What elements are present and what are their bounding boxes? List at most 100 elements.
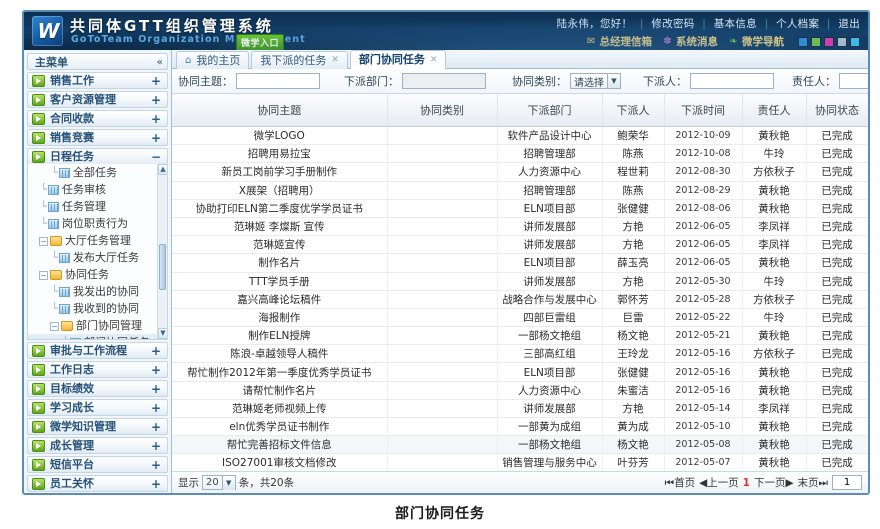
select-category[interactable]: 请选择 ▼	[570, 73, 621, 89]
prev-page-button[interactable]: ◀上一页	[699, 477, 739, 489]
tab-my-homepage[interactable]: ⌂ 我的主页	[176, 51, 250, 69]
chevron-double-left-icon[interactable]: «	[156, 57, 163, 68]
sidebar-group-contract[interactable]: 合同收款 +	[27, 110, 168, 127]
last-page-button[interactable]: 末页⏭	[797, 477, 828, 489]
sidebar-tree-item[interactable]: − 部门协同管理	[28, 317, 167, 334]
sidebar-group-sales[interactable]: 销售工作 +	[27, 72, 168, 89]
search-input-subject[interactable]	[236, 73, 320, 89]
sidebar-tree-item[interactable]: └ 任务管理	[28, 198, 167, 215]
theme-swatch[interactable]	[850, 36, 860, 47]
close-icon[interactable]: ✕	[429, 55, 438, 65]
sidebar-group[interactable]: 微学知识管理 +	[27, 418, 168, 435]
expand-toggle-icon[interactable]: +	[150, 344, 161, 358]
quick-link-weixue-nav[interactable]: ❧ 微学导航	[728, 34, 784, 49]
expand-toggle-icon[interactable]: +	[150, 363, 161, 377]
first-page-button[interactable]: ⏮首页	[664, 477, 696, 489]
theme-swatch[interactable]	[798, 36, 808, 47]
logout-link[interactable]: 退出	[838, 18, 860, 30]
sidebar-tree-item[interactable]: └ 全部任务	[28, 164, 167, 181]
sidebar-tree-item[interactable]: └ 我收到的协同	[28, 300, 167, 317]
collapse-toggle-icon[interactable]: −	[150, 150, 161, 164]
sidebar-group-customer[interactable]: 客户资源管理 +	[27, 91, 168, 108]
tree-collapse-icon[interactable]: −	[39, 270, 48, 280]
expand-toggle-icon[interactable]: +	[150, 458, 161, 472]
scrollbar-thumb[interactable]	[159, 244, 166, 290]
sidebar-group[interactable]: 工作日志 +	[27, 361, 168, 378]
expand-toggle-icon[interactable]: +	[150, 439, 161, 453]
table-row[interactable]: 协助打印ELN第二季度优学学员证书 ELN项目部 张健健 2012-08-06 黄秋艳已…	[172, 199, 868, 218]
quick-link-mailbox[interactable]: ✉ 总经理信箱	[586, 34, 652, 49]
sidebar-tree-item[interactable]: └ 任务审核	[28, 181, 167, 198]
scroll-up-icon[interactable]: ▲	[158, 164, 167, 175]
search-input-department[interactable]	[402, 73, 486, 89]
tab-department-collab-tasks[interactable]: 部门协同任务 ✕	[349, 50, 447, 69]
tree-collapse-icon[interactable]: −	[50, 321, 59, 331]
sidebar-group-schedule-task[interactable]: 日程任务 −	[27, 148, 168, 165]
sidebar-group[interactable]: 应用统计分析+	[27, 494, 168, 495]
theme-swatch[interactable]	[837, 36, 847, 47]
sidebar-group[interactable]: 学习成长 +	[27, 399, 168, 416]
table-row[interactable]: ISO27001审核文档修改 销售管理与服务中心 叶芬芳 2012-05-07 黄秋艳已…	[172, 453, 868, 471]
sidebar-tree-item[interactable]: − 大厅任务管理	[28, 232, 167, 249]
close-icon[interactable]: ✕	[331, 55, 339, 65]
select-page-size[interactable]: 20 ▼	[202, 475, 236, 490]
tab-my-assigned-tasks[interactable]: 我下派的任务 ✕	[251, 51, 348, 69]
scroll-down-icon[interactable]: ▼	[158, 328, 167, 339]
expand-toggle-icon[interactable]: +	[150, 382, 161, 396]
sidebar-tree-item[interactable]: └ 岗位职责行为	[28, 215, 167, 232]
sidebar-group[interactable]: 短信平台 +	[27, 456, 168, 473]
weixue-entry-badge[interactable]: 微学入口	[236, 34, 285, 50]
sidebar-group-competition[interactable]: 销售竞赛 +	[27, 129, 168, 146]
sidebar-tree-item[interactable]: └ 发布大厅任务	[28, 249, 167, 266]
sidebar-group[interactable]: 目标绩效 +	[27, 380, 168, 397]
tree-collapse-icon[interactable]: −	[39, 236, 48, 246]
page-jump-input[interactable]	[832, 475, 862, 490]
theme-swatch[interactable]	[824, 36, 834, 47]
expand-toggle-icon[interactable]: +	[150, 74, 161, 88]
sidebar-group[interactable]: 成长管理 +	[27, 437, 168, 454]
cell-subject: 帮忙制作2012年第一季度优秀学员证书	[172, 362, 388, 382]
expand-toggle-icon[interactable]: +	[150, 93, 161, 107]
sidebar-tree-item[interactable]: └ 我发出的协同	[28, 283, 167, 300]
quick-link-system-message[interactable]: ✽ 系统消息	[662, 34, 718, 49]
table-row[interactable]: 帮忙制作2012年第一季度优秀学员证书 ELN项目部 张健健 2012-05-16 黄秋…	[172, 362, 868, 382]
sidebar-tree-item[interactable]: └ 部门协同任务	[28, 334, 167, 339]
chevron-down-icon[interactable]: ▼	[607, 74, 620, 88]
sidebar-group[interactable]: 审批与工作流程 +	[27, 342, 168, 359]
folder-icon	[61, 321, 73, 331]
search-input-assigner[interactable]	[690, 73, 774, 89]
basic-info-link[interactable]: 基本信息	[713, 18, 757, 30]
expand-toggle-icon[interactable]: +	[150, 477, 161, 491]
sidebar-tree-item[interactable]: − 协同任务	[28, 266, 167, 283]
expand-toggle-icon[interactable]: +	[150, 112, 161, 126]
sidebar-group[interactable]: 员工关怀 +	[27, 475, 168, 492]
expand-toggle-icon[interactable]: +	[150, 131, 161, 145]
expand-toggle-icon[interactable]: +	[150, 420, 161, 434]
cell-owner: 黄秋艳	[742, 381, 807, 400]
personal-file-link[interactable]: 个人档案	[776, 18, 820, 30]
sidebar-tree-scrollbar[interactable]: ▲ ▼	[157, 164, 167, 339]
change-password-link[interactable]: 修改密码	[651, 18, 695, 30]
search-input-owner[interactable]	[839, 73, 868, 89]
chevron-down-icon[interactable]: ▼	[221, 475, 235, 490]
expand-toggle-icon[interactable]: +	[150, 401, 161, 415]
cell-category	[387, 417, 498, 437]
next-page-button[interactable]: 下一页▶	[753, 477, 794, 489]
theme-swatch[interactable]	[811, 36, 821, 47]
